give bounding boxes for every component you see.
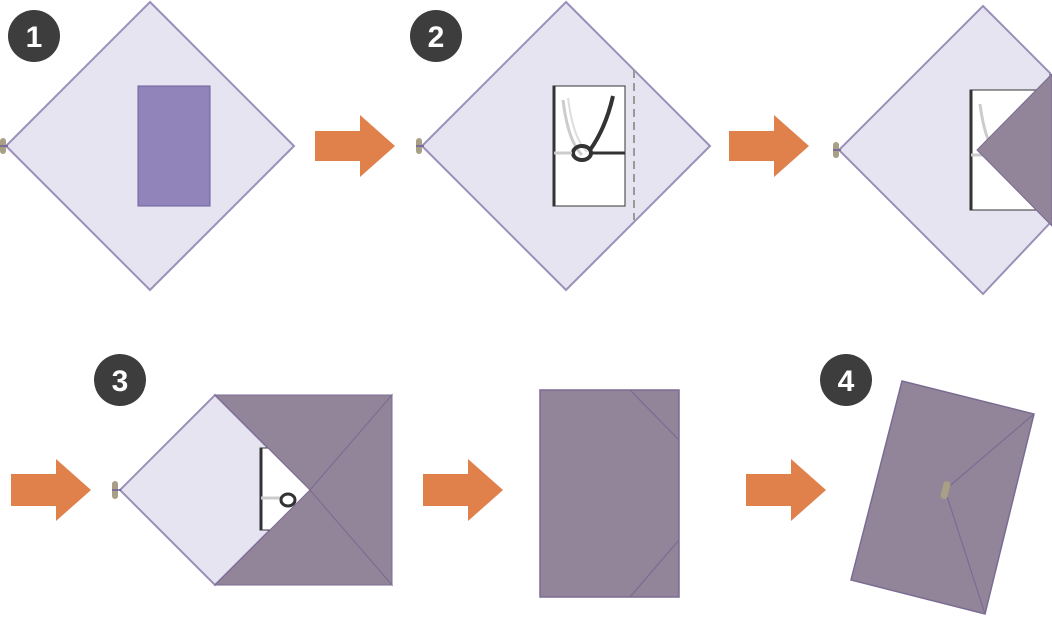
arrow-right-icon [315, 115, 395, 177]
tassel-icon [940, 481, 951, 500]
arrow-right-icon [423, 459, 503, 521]
folded-package [539, 389, 680, 598]
arrow-right-icon [746, 459, 826, 521]
step-badge-4: 4 [820, 354, 872, 406]
envelope-with-mizuhiki [552, 85, 626, 207]
folded-flap [976, 73, 1052, 227]
tassel-icon [833, 142, 841, 158]
tassel-icon [0, 138, 8, 154]
step-number: 3 [112, 365, 129, 398]
step-2-right-fold-panel [833, 4, 1052, 296]
step-number: 1 [26, 21, 43, 54]
step-number: 4 [838, 365, 855, 398]
folded-flap-right [309, 393, 393, 587]
tassel-icon [416, 138, 424, 154]
envelope [137, 85, 211, 207]
folded-package-panel [539, 389, 680, 598]
cloth-diamond [837, 4, 1051, 296]
arrow-right-icon [729, 115, 809, 177]
step-badge-2: 2 [410, 10, 462, 62]
step-3-panel [112, 393, 394, 587]
step-badge-1: 1 [8, 10, 60, 62]
tassel-icon [112, 481, 121, 499]
arrow-right-icon [11, 459, 91, 521]
step-1-panel [0, 0, 296, 292]
fold-crease [629, 389, 680, 441]
step-badge-3: 3 [94, 354, 146, 406]
step-number: 2 [428, 21, 445, 54]
step-2-panel [416, 0, 712, 292]
step-4-panel [850, 380, 1035, 615]
fold-crease [629, 539, 680, 598]
